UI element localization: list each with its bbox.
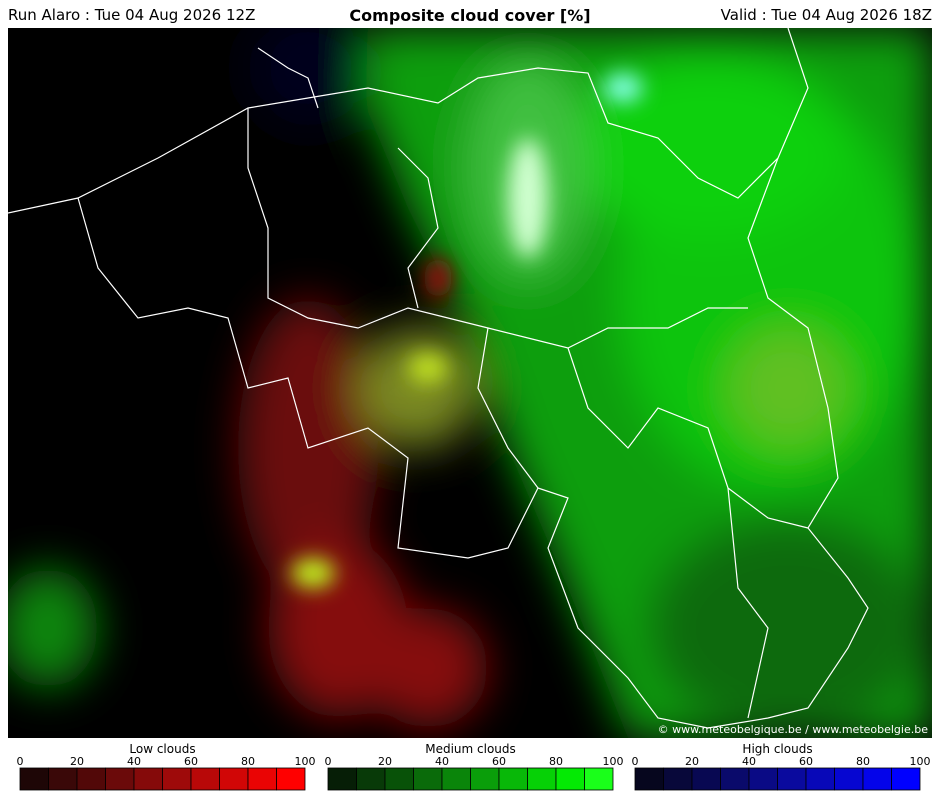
colorbar-segment	[133, 767, 163, 791]
colorbar-tick-label: 40	[435, 755, 449, 768]
colorbar-segment	[276, 767, 306, 791]
colorbar-segment	[527, 767, 557, 791]
colorbar-tick-label: 100	[295, 755, 316, 768]
colorbar-segment	[247, 767, 277, 791]
colorbar-segment	[327, 767, 357, 791]
colorbar-segment	[441, 767, 471, 791]
colorbar-segment	[891, 767, 921, 791]
colorbar-segment	[48, 767, 78, 791]
colorbar-segment	[584, 767, 614, 791]
valid-label: Valid : Tue 04 Aug 2026 18Z	[720, 6, 932, 24]
colorbar-segment	[862, 767, 892, 791]
colorbar-segment	[634, 767, 664, 791]
cloud-field	[8, 28, 932, 738]
colorbar-segment	[777, 767, 807, 791]
colorbar-tick-label: 80	[549, 755, 563, 768]
borders	[8, 28, 869, 729]
colorbar-segment	[76, 767, 106, 791]
colorbar-segment	[162, 767, 192, 791]
colorbar-segment	[470, 767, 500, 791]
colorbar-segment	[720, 767, 750, 791]
colorbar-label: High clouds	[742, 742, 812, 756]
colorbar-tick-label: 20	[685, 755, 699, 768]
colorbar-tick-label: 60	[799, 755, 813, 768]
colorbar-tick-label: 100	[910, 755, 931, 768]
colorbar-segment	[105, 767, 135, 791]
colorbar-tick-label: 0	[632, 755, 639, 768]
colorbar-segment	[384, 767, 414, 791]
colorbar-tick-label: 0	[17, 755, 24, 768]
colorbar-tick-label: 20	[378, 755, 392, 768]
colorbar-segment	[356, 767, 386, 791]
colorbar-tick-label: 80	[241, 755, 255, 768]
colorbar-segment	[663, 767, 693, 791]
colorbar-tick-label: 20	[70, 755, 84, 768]
colorbar-segment	[190, 767, 220, 791]
colorbar-segment	[19, 767, 49, 791]
colorbar-segment	[498, 767, 528, 791]
colorbar-tick-label: 40	[127, 755, 141, 768]
colorbar-tick-label: 0	[325, 755, 332, 768]
colorbar-segment	[219, 767, 249, 791]
colorbar-segment	[748, 767, 778, 791]
cloud-map: © www.meteobelgique.be / www.meteobelgie…	[8, 28, 932, 738]
map-title: Composite cloud cover [%]	[349, 6, 591, 25]
run-label: Run Alaro : Tue 04 Aug 2026 12Z	[8, 6, 256, 24]
colorbar-label: Low clouds	[129, 742, 195, 756]
colorbars: Low clouds 0 20 40 60 80 100 Medium clouds 0 20 40…	[17, 742, 931, 791]
colorbar-label: Medium clouds	[425, 742, 516, 756]
colorbar-segment	[805, 767, 835, 791]
colorbar-tick-label: 100	[603, 755, 624, 768]
colorbar-segment	[555, 767, 585, 791]
colorbar-segment	[691, 767, 721, 791]
colorbar-tick-label: 40	[742, 755, 756, 768]
colorbar-tick-label: 60	[184, 755, 198, 768]
colorbar-tick-label: 80	[856, 755, 870, 768]
colorbar-segment	[834, 767, 864, 791]
colorbar-segment	[413, 767, 443, 791]
colorbar-tick-label: 60	[492, 755, 506, 768]
copyright: © www.meteobelgique.be / www.meteobelgie…	[658, 723, 929, 736]
